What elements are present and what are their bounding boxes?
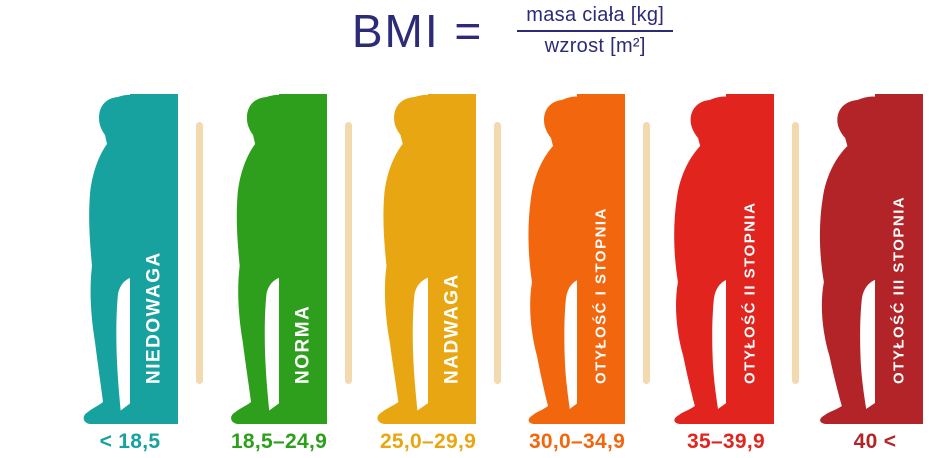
category-bar xyxy=(130,94,178,424)
category-bar xyxy=(726,94,774,424)
category-range: 25,0–29,9 xyxy=(379,430,477,453)
formula-lhs: BMI = xyxy=(351,5,484,57)
bmi-category: NADWAGA 25,0–29,9 xyxy=(368,94,478,454)
back-foot-silhouette xyxy=(112,334,136,424)
back-foot-silhouette xyxy=(559,334,583,424)
bmi-category: OTYŁOŚĆ II STOPNIA 35–39,9 xyxy=(666,94,776,454)
category-bar xyxy=(279,94,327,424)
category-range: 30,0–34,9 xyxy=(528,430,626,453)
category-bar xyxy=(428,94,476,424)
divider-bar xyxy=(494,122,501,384)
category-label: NADWAGA xyxy=(442,273,463,384)
category-label: OTYŁOŚĆ III STOPNIA xyxy=(890,196,908,384)
formula-denominator: wzrost [m²] xyxy=(517,30,674,58)
category-label: OTYŁOŚĆ II STOPNIA xyxy=(741,201,759,384)
category-label: OTYŁOŚĆ I STOPNIA xyxy=(592,207,610,384)
category-label: NIEDOWAGA xyxy=(144,251,165,384)
formula-fraction: masa ciała [kg] wzrost [m²] xyxy=(517,4,674,58)
bmi-category: NORMA 18,5–24,9 xyxy=(219,94,329,454)
category-range: 40 < xyxy=(853,430,897,453)
bmi-category: NIEDOWAGA < 18,5 xyxy=(70,94,180,454)
category-bar xyxy=(577,94,625,424)
person-silhouette xyxy=(83,94,136,424)
person-silhouette xyxy=(231,94,286,424)
bmi-category: OTYŁOŚĆ I STOPNIA 30,0–34,9 xyxy=(517,94,627,454)
formula-numerator: masa ciała [kg] xyxy=(526,4,665,26)
person-silhouette xyxy=(674,96,732,424)
divider-bar xyxy=(792,122,799,384)
formula-header: BMI = masa ciała [kg] wzrost [m²] xyxy=(40,4,945,58)
category-range: 35–39,9 xyxy=(686,430,765,453)
category-range: < 18,5 xyxy=(99,430,161,453)
divider-bar xyxy=(196,122,203,384)
divider-bar xyxy=(345,122,352,384)
back-foot-silhouette xyxy=(854,334,881,424)
back-foot-silhouette xyxy=(707,334,732,424)
bmi-scale-row: NIEDOWAGA < 18,5 NORMA 18,5–24,9 xyxy=(0,94,945,454)
person-silhouette xyxy=(819,96,881,424)
category-range: 18,5–24,9 xyxy=(230,430,328,453)
person-silhouette xyxy=(377,94,434,424)
category-bar xyxy=(875,94,923,424)
person-silhouette xyxy=(528,96,583,424)
bmi-category: OTYŁOŚĆ III STOPNIA 40 < xyxy=(815,94,925,454)
divider-bar xyxy=(643,122,650,384)
category-label: NORMA xyxy=(293,305,314,384)
back-foot-silhouette xyxy=(408,334,434,424)
back-foot-silhouette xyxy=(260,334,285,424)
